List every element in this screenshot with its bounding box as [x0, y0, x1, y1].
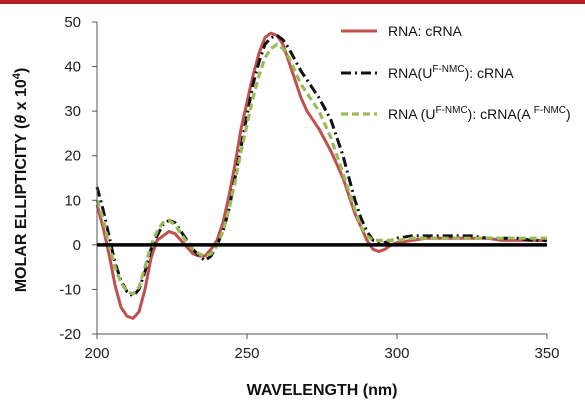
y-tick-label: 40 — [64, 59, 81, 76]
series-layer — [95, 31, 547, 320]
x-tick-label: 250 — [234, 345, 259, 362]
legend-label-3: RNA (UF-NMC): cRNA(A F-NMC) — [388, 105, 571, 122]
axes: -20 -10 0 10 20 30 40 50 200 250 300 350 — [59, 14, 559, 362]
y-tick-label: 30 — [64, 103, 81, 120]
series-line-3 — [95, 42, 547, 296]
legend-text-part: RNA (U — [388, 106, 435, 122]
x-tick-label: 350 — [534, 345, 559, 362]
y-axis-title-exponent: 4 — [11, 72, 23, 79]
y-axis-title: MOLAR ELLIPTICITY (θ x 104) — [11, 68, 30, 293]
x-axis-title: WAVELENGTH (nm) — [247, 382, 398, 399]
y-tick-label: 0 — [73, 237, 81, 254]
legend-superscript: F-NMC — [432, 64, 464, 75]
y-tick-label: 10 — [64, 192, 81, 209]
y-axis-title-theta: θ — [13, 115, 30, 124]
top-accent-bar — [0, 0, 585, 4]
series-line-2 — [95, 33, 547, 298]
x-tick-label: 300 — [384, 345, 409, 362]
legend-text-part: ): cRNA — [465, 65, 515, 81]
legend-text-part: RNA: cRNA — [388, 23, 463, 39]
legend-text-part: RNA(U — [388, 65, 432, 81]
series-line-1 — [95, 31, 547, 320]
y-axis-title-multiplier: x 10 — [13, 79, 30, 115]
y-axis-title-close: ) — [13, 68, 30, 73]
legend-label-1: RNA: cRNA — [388, 23, 463, 39]
legend-text-part: ): cRNA(A — [468, 106, 534, 122]
y-tick-label: -10 — [59, 281, 81, 298]
x-tick-label: 200 — [84, 345, 109, 362]
legend-label-2: RNA(UF-NMC): cRNA — [388, 64, 514, 81]
legend-superscript: F-NMC — [534, 105, 566, 116]
legend-superscript: F-NMC — [435, 105, 467, 116]
y-tick-label: 20 — [64, 148, 81, 165]
y-tick-label: 50 — [64, 14, 81, 31]
y-axis-title-main: MOLAR ELLIPTICITY ( — [13, 123, 30, 292]
legend-text-part: ) — [566, 106, 571, 122]
y-tick-label: -20 — [59, 326, 81, 343]
